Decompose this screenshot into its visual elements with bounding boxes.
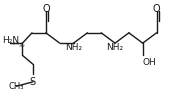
Text: OH: OH — [143, 58, 156, 67]
Text: CH₃: CH₃ — [9, 82, 24, 91]
Text: S: S — [30, 77, 36, 87]
Text: NH₂: NH₂ — [107, 43, 124, 52]
Text: ,,,: ,,, — [19, 39, 26, 48]
Text: O: O — [42, 4, 50, 14]
Text: H₂N: H₂N — [2, 36, 19, 45]
Text: NH₂: NH₂ — [65, 43, 82, 52]
Text: O: O — [153, 4, 160, 14]
